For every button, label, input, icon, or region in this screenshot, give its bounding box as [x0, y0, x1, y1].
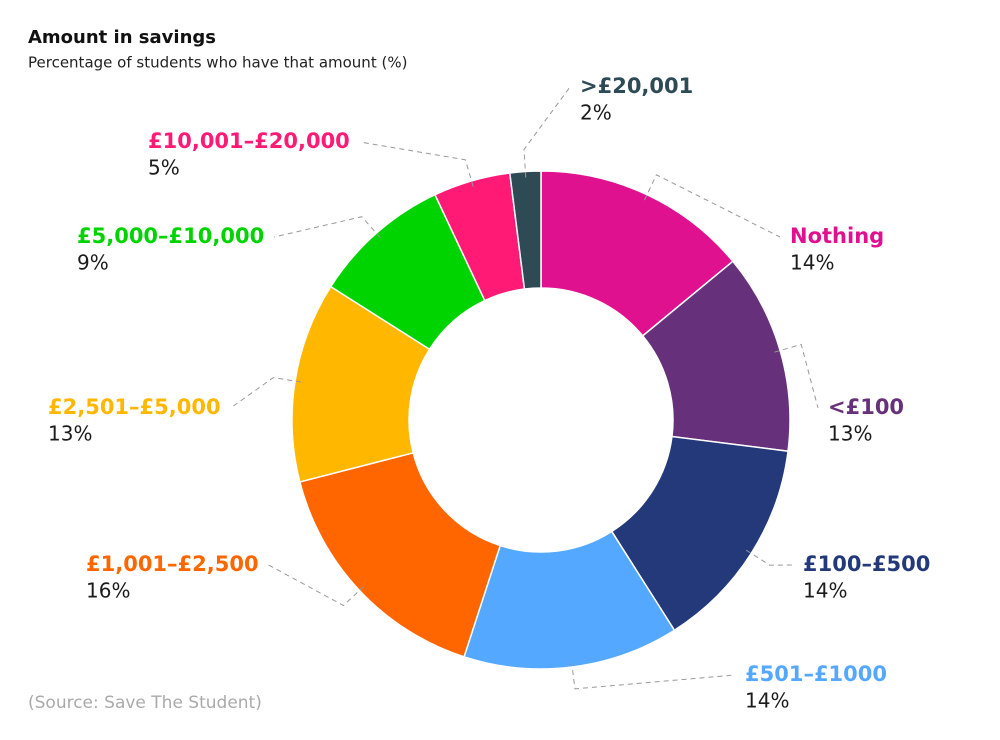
value-label: 13%: [828, 422, 872, 446]
leader-line: [644, 174, 781, 238]
value-label: 14%: [790, 251, 834, 275]
value-label: 13%: [48, 422, 92, 446]
source-note: (Source: Save The Student): [28, 693, 262, 713]
leader-line: [570, 661, 736, 690]
donut-hole: [410, 289, 672, 551]
slice-label: >£20,001: [580, 74, 693, 98]
slice-label: <£100: [828, 395, 904, 419]
slice-label: £5,000–£10,000: [77, 224, 264, 248]
slice-label: £100–£500: [803, 552, 930, 576]
chart-subtitle: Percentage of students who have that amo…: [28, 54, 407, 72]
value-label: 9%: [77, 251, 109, 275]
slice-label: £2,501–£5,000: [48, 395, 221, 419]
leader-line: [774, 343, 819, 409]
chart-title: Amount in savings: [28, 27, 216, 48]
value-label: 5%: [148, 156, 180, 180]
slice-label: Nothing: [790, 224, 884, 248]
slice-label: £501–£1000: [745, 662, 887, 686]
value-label: 14%: [745, 689, 789, 713]
leader-line: [268, 564, 365, 607]
donut-slice: [508, 170, 542, 290]
leader-line: [359, 141, 474, 187]
value-label: 16%: [86, 579, 130, 603]
slice-label: £10,001–£20,000: [148, 129, 350, 153]
leader-line: [523, 86, 571, 178]
donut-slice: [298, 451, 502, 658]
leader-line: [230, 377, 302, 409]
value-label: 14%: [803, 579, 847, 603]
leader-line: [745, 549, 794, 566]
value-label: 2%: [580, 101, 612, 125]
slice-label: £1,001–£2,500: [86, 552, 259, 576]
leader-line: [274, 216, 381, 239]
